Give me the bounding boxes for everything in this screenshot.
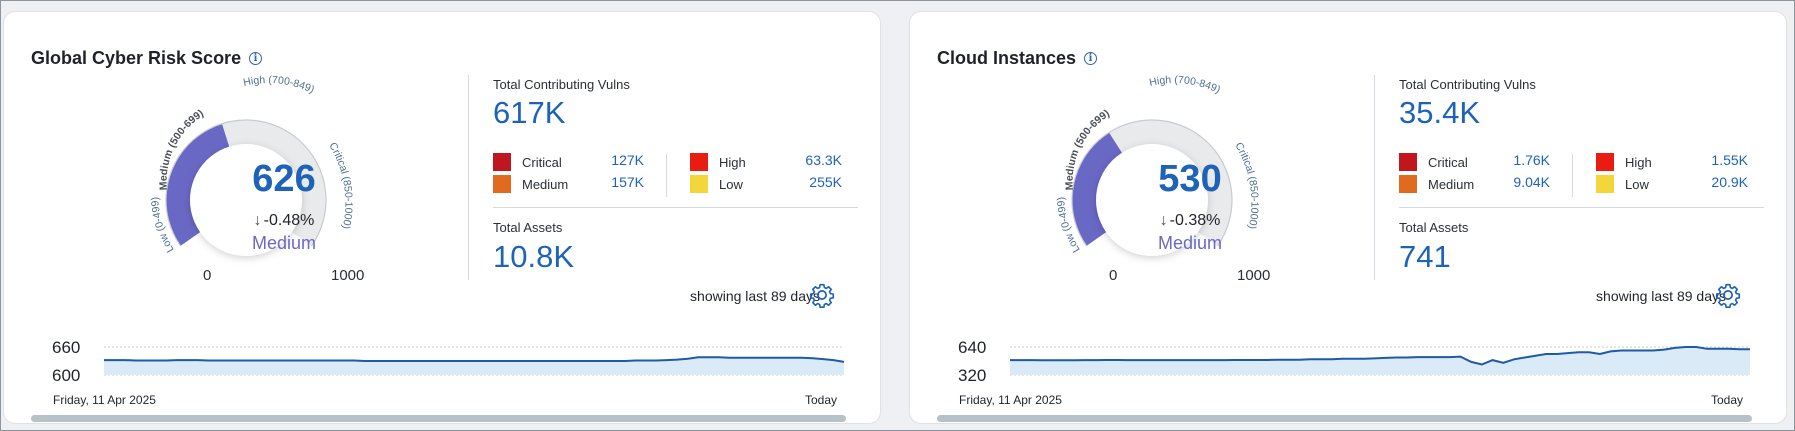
medium-value[interactable]: 157K bbox=[611, 174, 644, 190]
risk-level: Medium bbox=[251, 233, 317, 253]
severity-low: Low bbox=[1596, 175, 1649, 193]
medium-label: Medium bbox=[522, 176, 569, 192]
card-title-text: Cloud Instances bbox=[937, 48, 1077, 68]
spark-y-top: 660 bbox=[52, 338, 81, 357]
low-swatch bbox=[1596, 175, 1614, 193]
risk-score-value: 530 bbox=[1158, 158, 1222, 200]
card-title-text: Global Cyber Risk Score bbox=[31, 48, 242, 68]
severity-critical: Critical bbox=[1399, 153, 1468, 171]
gauge-center bbox=[1096, 144, 1208, 256]
medium-label: Medium bbox=[1428, 176, 1475, 192]
severity-medium: Medium bbox=[493, 175, 568, 193]
low-value[interactable]: 255K bbox=[809, 174, 842, 190]
severity-critical: Critical bbox=[493, 153, 562, 171]
severity-high: High bbox=[690, 153, 746, 171]
low-label: Low bbox=[1625, 176, 1649, 192]
gauge-fill bbox=[166, 123, 234, 246]
arrow-down-icon: ↓ bbox=[1159, 212, 1168, 229]
score-change: ↓ -0.48% bbox=[214, 212, 354, 230]
vulns-label: Total Contributing Vulns bbox=[1399, 77, 1536, 92]
gauge-max-label: 1000 bbox=[331, 267, 365, 284]
score-change: ↓ -0.38% bbox=[1120, 212, 1260, 230]
card-title: Cloud Instances i bbox=[937, 48, 1098, 69]
critical-label: Critical bbox=[1428, 154, 1468, 170]
critical-value[interactable]: 127K bbox=[611, 152, 644, 168]
assets-total[interactable]: 10.8K bbox=[493, 239, 575, 274]
low-swatch bbox=[690, 175, 708, 193]
spark-end-label: Today bbox=[804, 393, 837, 407]
spark-start-date: Friday, 11 Apr 2025 bbox=[959, 393, 1062, 407]
stats-divider bbox=[493, 207, 858, 208]
gauge-center bbox=[190, 144, 302, 256]
risk-gauge: Medium (500-699) High (700-849) Critical… bbox=[1055, 74, 1260, 256]
medium-swatch bbox=[1399, 175, 1417, 193]
assets-total[interactable]: 741 bbox=[1399, 239, 1451, 274]
gauge-outer-ring bbox=[165, 119, 327, 247]
divider bbox=[468, 75, 469, 280]
gauge-fill bbox=[1072, 132, 1130, 246]
high-label: High bbox=[1625, 154, 1652, 170]
score-change-value: -0.38% bbox=[1169, 212, 1221, 229]
high-swatch bbox=[1596, 153, 1614, 171]
trend-sparkline bbox=[104, 346, 845, 376]
stats-divider bbox=[1399, 207, 1764, 208]
critical-value[interactable]: 1.76K bbox=[1513, 152, 1550, 168]
severity-low: Low bbox=[690, 175, 743, 193]
trend-sparkline bbox=[1010, 346, 1750, 376]
showing-range: showing last 89 days bbox=[1596, 288, 1726, 304]
severity-divider bbox=[666, 154, 667, 197]
low-value[interactable]: 20.9K bbox=[1711, 174, 1748, 190]
info-icon[interactable]: i bbox=[1084, 52, 1098, 65]
assets-label: Total Assets bbox=[1399, 220, 1469, 235]
high-swatch bbox=[690, 153, 708, 171]
severity-medium: Medium bbox=[1399, 175, 1474, 193]
gauge-outer-ring bbox=[1071, 119, 1233, 247]
gauge-min-label: 0 bbox=[203, 267, 212, 284]
horizontal-scrollbar[interactable] bbox=[31, 415, 846, 422]
band-high-label: High (700-849) bbox=[242, 74, 316, 96]
high-label: High bbox=[719, 154, 746, 170]
spark-y-bottom: 320 bbox=[958, 366, 987, 385]
gauge-max-label: 1000 bbox=[1237, 267, 1271, 284]
info-icon[interactable]: i bbox=[249, 52, 263, 65]
spark-y-bottom: 600 bbox=[52, 366, 81, 385]
vulns-total[interactable]: 617K bbox=[493, 95, 566, 130]
spark-start-date: Friday, 11 Apr 2025 bbox=[53, 393, 156, 407]
spark-line bbox=[1010, 346, 1750, 366]
band-high-label: High (700-849) bbox=[1148, 74, 1222, 96]
severity-divider bbox=[1572, 154, 1573, 197]
score-change-value: -0.48% bbox=[263, 212, 315, 229]
vulns-label: Total Contributing Vulns bbox=[493, 77, 630, 92]
showing-range: showing last 89 days bbox=[690, 288, 820, 304]
critical-swatch bbox=[1399, 153, 1417, 171]
critical-swatch bbox=[493, 153, 511, 171]
assets-label: Total Assets bbox=[493, 220, 563, 235]
low-label: Low bbox=[719, 176, 743, 192]
gauge-min-label: 0 bbox=[1109, 267, 1118, 284]
card-title: Global Cyber Risk Score i bbox=[31, 48, 263, 69]
spark-area bbox=[104, 357, 844, 375]
high-value[interactable]: 1.55K bbox=[1711, 152, 1748, 168]
gear-icon[interactable] bbox=[809, 282, 835, 308]
horizontal-scrollbar[interactable] bbox=[937, 415, 1752, 422]
cloud-instances-card: Cloud Instances i Medium (500-699) High … bbox=[909, 11, 1787, 424]
vulns-total[interactable]: 35.4K bbox=[1399, 95, 1481, 130]
medium-swatch bbox=[493, 175, 511, 193]
gear-icon[interactable] bbox=[1715, 282, 1741, 308]
risk-level: Medium bbox=[1157, 233, 1223, 253]
divider bbox=[1374, 75, 1375, 280]
spark-y-top: 640 bbox=[958, 338, 987, 357]
spark-end-label: Today bbox=[1710, 393, 1743, 407]
critical-label: Critical bbox=[522, 154, 562, 170]
arrow-down-icon: ↓ bbox=[253, 212, 262, 229]
spark-line bbox=[104, 356, 845, 363]
medium-value[interactable]: 9.04K bbox=[1513, 174, 1550, 190]
risk-score-card: Global Cyber Risk Score i Medium (500-69… bbox=[3, 11, 881, 424]
risk-gauge: Medium (500-699) High (700-849) Critical… bbox=[149, 74, 354, 256]
high-value[interactable]: 63.3K bbox=[805, 152, 842, 168]
severity-high: High bbox=[1596, 153, 1652, 171]
risk-score-value: 626 bbox=[252, 158, 316, 200]
